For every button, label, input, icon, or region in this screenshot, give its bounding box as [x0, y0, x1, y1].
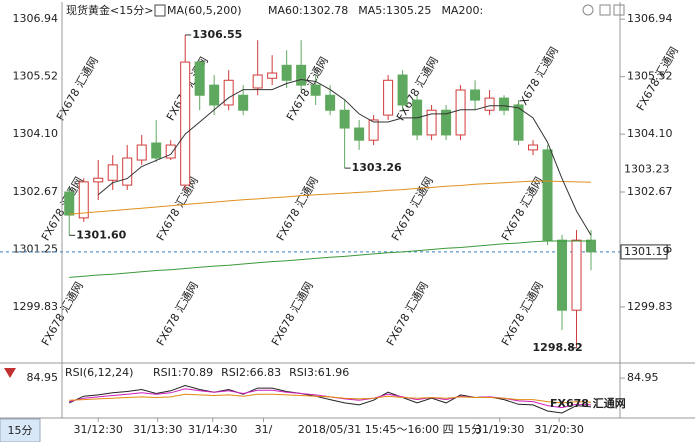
annotation: 1298.82 — [533, 341, 583, 354]
y-tick-label: 1301.25 — [13, 242, 59, 255]
ma-icon[interactable] — [154, 4, 166, 17]
annotation: 1303.26 — [352, 161, 402, 174]
annotation: 1301.60 — [76, 228, 126, 241]
y-tick-label: 1302.67 — [13, 185, 59, 198]
candle-body — [339, 109, 350, 129]
candle-body — [397, 74, 408, 106]
candle-body — [64, 191, 75, 216]
y-tick-label-right: 1305.52 — [627, 70, 673, 83]
y-tick-label-right: 1306.94 — [627, 12, 673, 25]
cursor-label: 2018/05/31 15:45～16:00 四 15分 — [298, 423, 482, 436]
indicator-label: MA(60,5,200) — [167, 4, 242, 17]
candle-body — [499, 97, 510, 111]
x-tick-label: 31/13:30 — [133, 423, 182, 436]
x-tick-label: 31/14:30 — [188, 423, 237, 436]
icon[interactable] — [599, 4, 611, 16]
logo: FX678 汇通网 — [550, 397, 626, 410]
rsi-line — [69, 393, 592, 404]
candle-body — [165, 144, 176, 159]
candle-body — [441, 109, 452, 136]
legend-entry: MA5:1305.25 — [358, 4, 431, 17]
candle-body — [310, 84, 321, 96]
candle-body — [281, 64, 292, 81]
candle-body — [136, 144, 147, 161]
candle-body — [455, 89, 466, 136]
y-tick-label: 1306.94 — [13, 12, 59, 25]
y-tick-label: 1299.83 — [13, 300, 59, 313]
candle-body — [223, 79, 234, 106]
candle-body — [238, 94, 249, 111]
candle-body — [325, 94, 336, 111]
candle-body — [383, 79, 394, 116]
rsi-line — [68, 384, 592, 414]
window-icons — [582, 4, 625, 16]
candle-body — [542, 149, 553, 241]
rsi-tick-label: 84.95 — [27, 371, 59, 384]
annotation: 1306.55 — [192, 28, 242, 41]
x-tick-label: 31/12:30 — [74, 423, 123, 436]
y-tick-label: 1305.52 — [13, 70, 59, 83]
candle-body — [107, 164, 118, 181]
rsi-tick-label-right: 84.95 — [627, 371, 659, 384]
ma-line — [69, 180, 592, 215]
rsi-legend-entry: RSI1:70.89 — [153, 366, 213, 379]
x-tick-label: 31/ — [255, 423, 273, 436]
legend-entry: MA60:1302.78 — [268, 4, 348, 17]
ma-line — [69, 240, 591, 278]
candle-body — [78, 181, 89, 219]
icon[interactable] — [613, 4, 625, 16]
candle-body — [528, 144, 539, 151]
candle-body — [151, 142, 162, 159]
ma-line — [97, 78, 592, 236]
candle-body — [209, 84, 220, 106]
collapse-icon[interactable] — [4, 368, 16, 378]
ma60-box — [621, 162, 667, 177]
x-tick-label: 31/20:30 — [534, 423, 583, 436]
chart-title: 现货黄金<15分> — [66, 3, 153, 17]
candle-body — [484, 97, 495, 111]
period-tab[interactable] — [0, 418, 41, 442]
rsi-title: RSI(6,12,24) — [65, 366, 133, 379]
price-label: 1301.19 — [624, 245, 670, 258]
price-box — [620, 244, 668, 260]
candle-body — [180, 61, 191, 186]
candle-body — [252, 74, 263, 89]
candle-body — [368, 119, 379, 141]
candle-body — [354, 127, 365, 141]
candle-body — [513, 104, 524, 141]
candle-body — [122, 157, 133, 186]
period-tab-label: 15分 — [8, 424, 33, 437]
candle-body — [426, 109, 437, 136]
candle-body — [571, 239, 582, 311]
rsi-legend-entry: RSI2:66.83 — [221, 366, 281, 379]
candle-body — [194, 61, 205, 96]
y-tick-label-right: 1299.83 — [627, 300, 673, 313]
x-tick-label: 31/19:30 — [475, 423, 524, 436]
candle-body — [296, 64, 307, 86]
y-tick-label: 1304.10 — [13, 127, 59, 140]
icon[interactable] — [582, 4, 594, 16]
candle-body — [470, 89, 481, 101]
ma60-label: 1303.23 — [624, 162, 670, 175]
y-tick-label-right: 1302.67 — [627, 185, 673, 198]
candle-body — [267, 72, 278, 79]
legend-entry: MA200: — [441, 4, 483, 17]
y-tick-label-right: 1304.10 — [627, 127, 673, 140]
rsi-legend-entry: RSI3:61.96 — [289, 366, 349, 379]
candle-body — [586, 239, 597, 253]
candle-body — [93, 177, 104, 183]
candle-body — [557, 239, 568, 311]
